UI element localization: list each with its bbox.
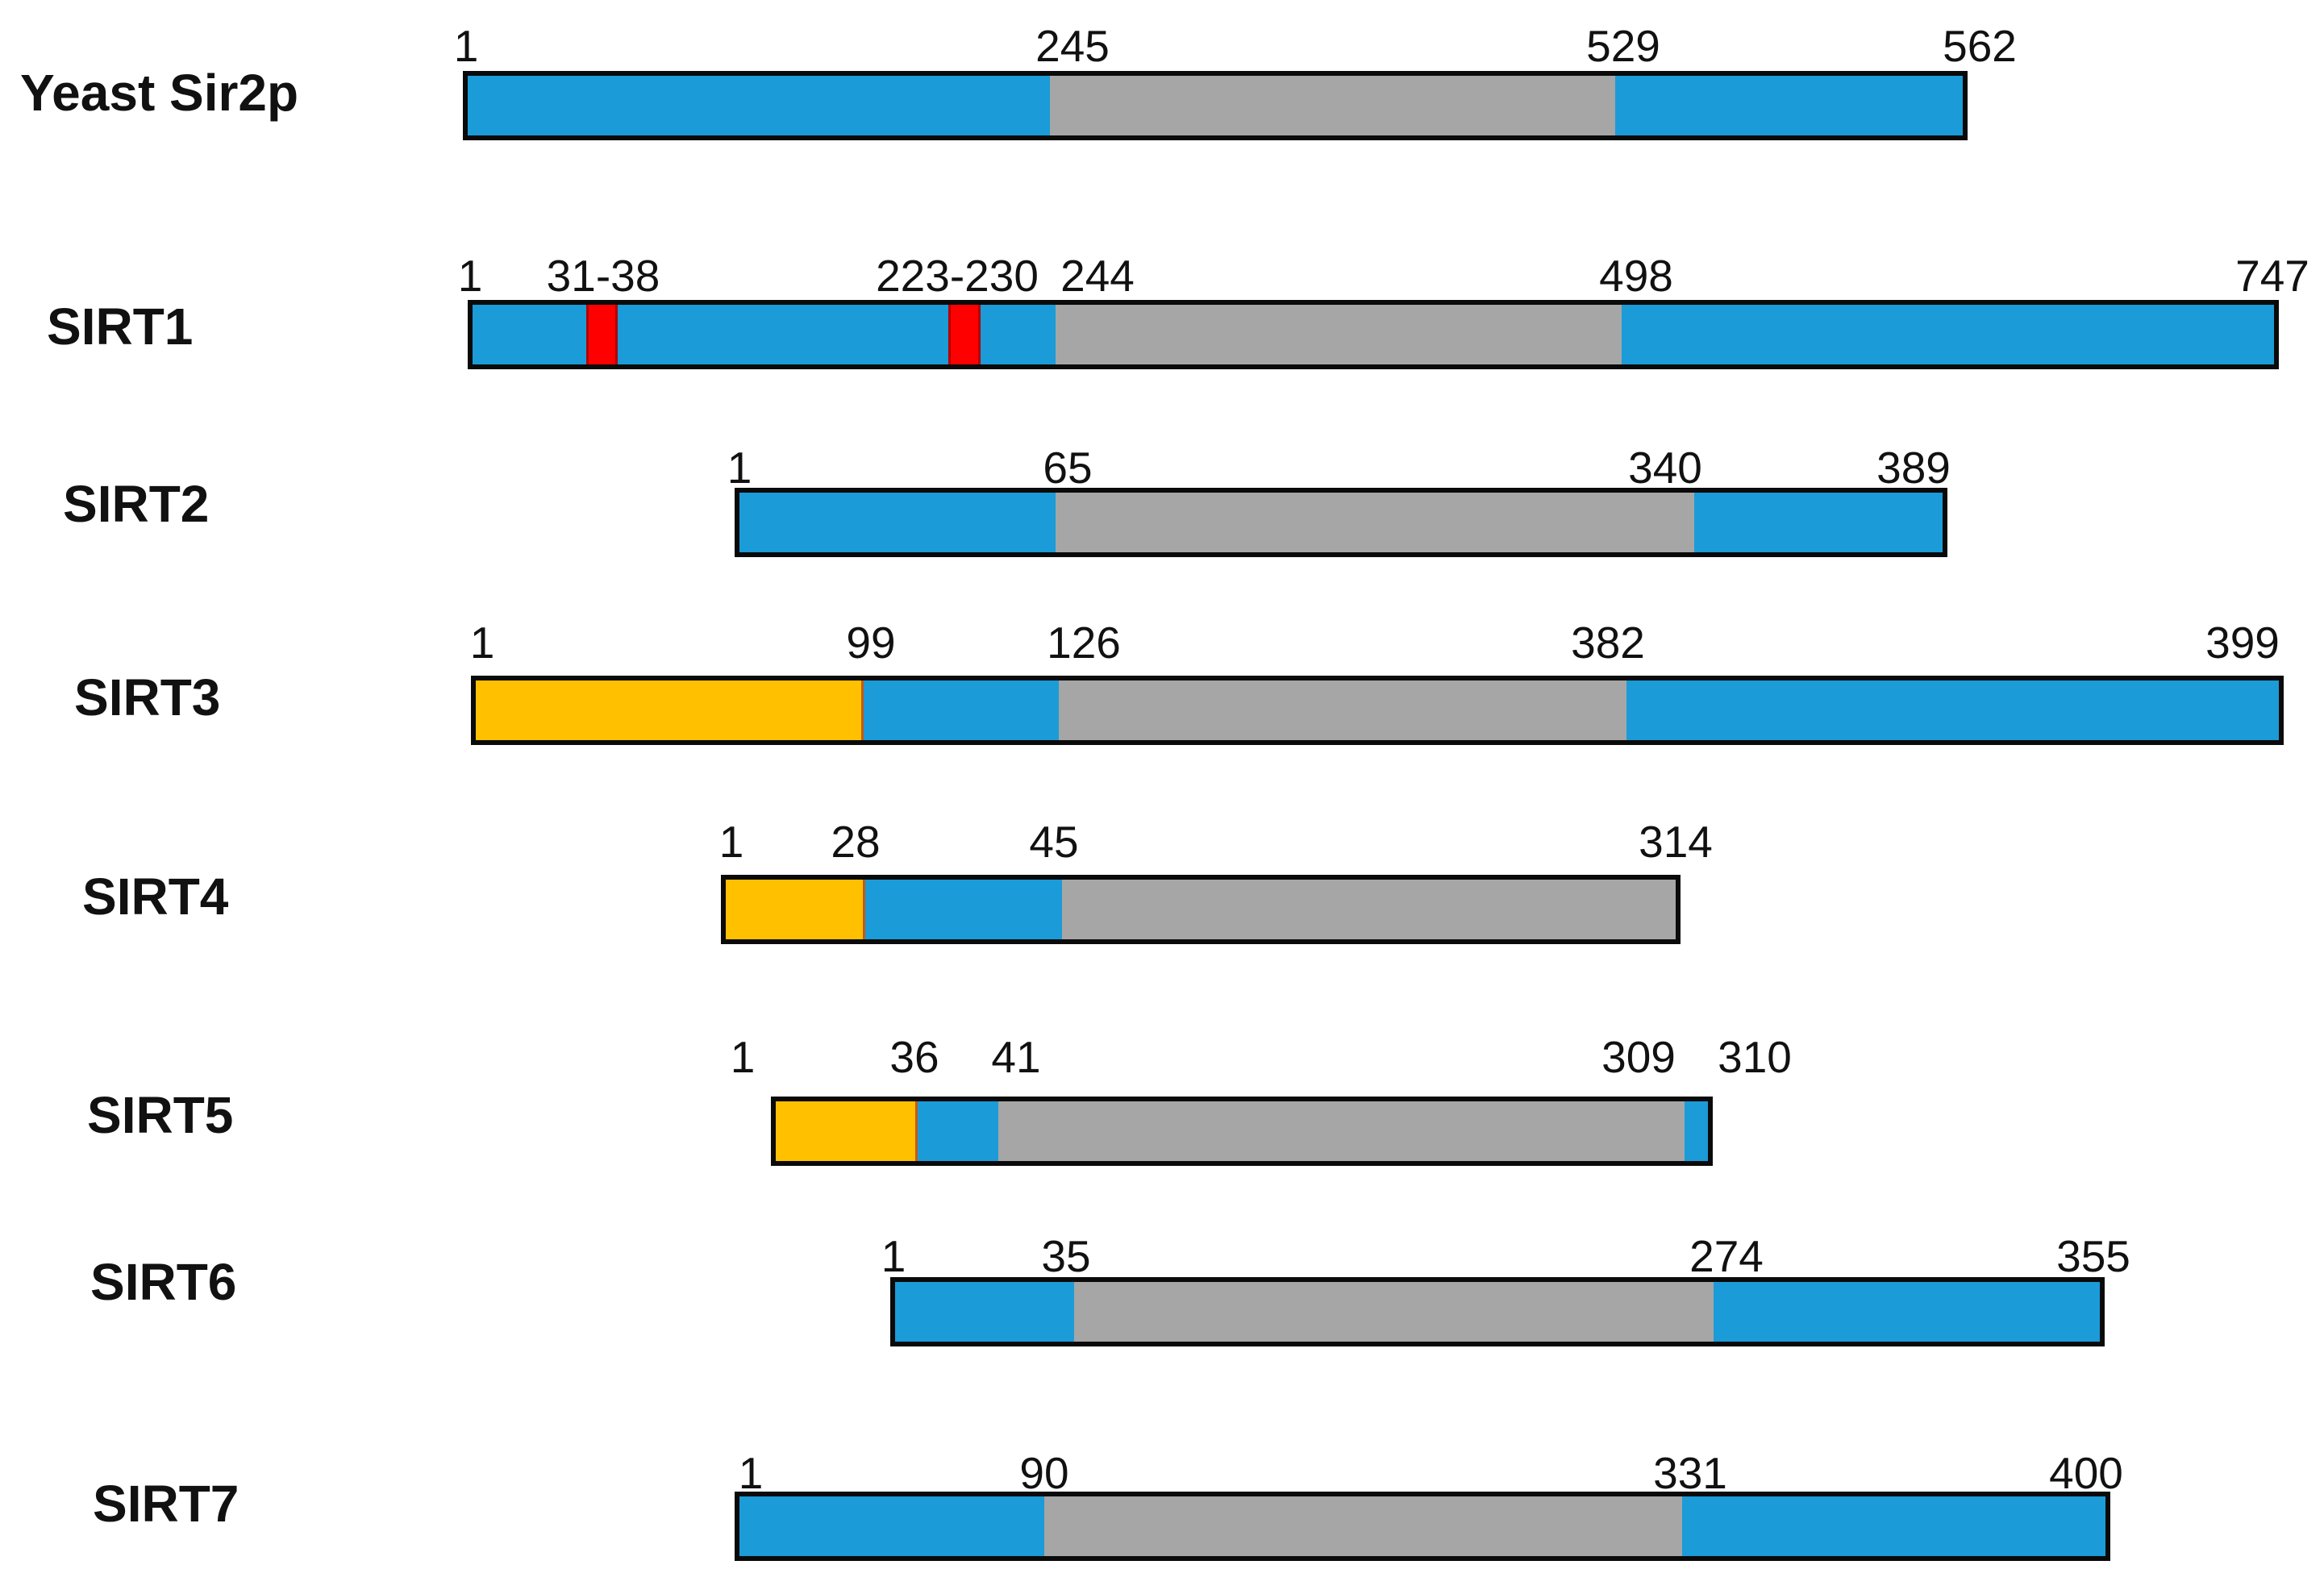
protein-name: SIRT4 bbox=[82, 868, 229, 926]
blue-domain-segment bbox=[918, 1097, 998, 1166]
blue-domain-segment bbox=[1694, 488, 1947, 557]
yellow-domain-segment bbox=[471, 676, 864, 745]
position-label: 314 bbox=[1639, 817, 1713, 867]
yellow-domain-segment bbox=[771, 1097, 918, 1166]
blue-domain-segment bbox=[463, 71, 1050, 140]
position-label: 36 bbox=[889, 1032, 939, 1082]
blue-domain-segment bbox=[1626, 676, 2284, 745]
protein-name: SIRT1 bbox=[47, 298, 194, 356]
position-label: 90 bbox=[1019, 1448, 1069, 1498]
blue-domain-segment bbox=[1615, 71, 1968, 140]
position-label: 399 bbox=[2205, 618, 2280, 668]
position-label: 331 bbox=[1653, 1448, 1727, 1498]
blue-domain-segment bbox=[864, 676, 1059, 745]
gray-domain-segment bbox=[1059, 676, 1626, 745]
red-motif-segment bbox=[948, 303, 981, 366]
position-label: 31-38 bbox=[546, 251, 660, 301]
protein-name: SIRT6 bbox=[90, 1253, 237, 1311]
gray-domain-segment bbox=[1056, 488, 1694, 557]
protein-name: Yeast Sir2p bbox=[20, 64, 299, 122]
protein-name: SIRT7 bbox=[93, 1475, 239, 1533]
position-label: 498 bbox=[1599, 251, 1673, 301]
gray-domain-segment bbox=[1062, 875, 1681, 944]
protein-row-sirt5: SIRT5 1 36 41 309 310 bbox=[0, 0, 2324, 1166]
position-label: 1 bbox=[881, 1231, 906, 1281]
position-label: 1 bbox=[727, 443, 752, 493]
gray-domain-segment bbox=[1050, 71, 1615, 140]
position-label: 245 bbox=[1035, 21, 1110, 71]
position-label: 562 bbox=[1943, 21, 2017, 71]
blue-domain-segment bbox=[1685, 1097, 1713, 1166]
position-label: 1 bbox=[730, 1032, 756, 1082]
protein-name: SIRT3 bbox=[74, 668, 221, 726]
position-label: 1 bbox=[457, 251, 483, 301]
blue-domain-segment bbox=[735, 1492, 1044, 1561]
position-label: 529 bbox=[1586, 21, 1660, 71]
position-label: 223-230 bbox=[876, 251, 1039, 301]
yellow-domain-segment bbox=[721, 875, 865, 944]
position-label: 28 bbox=[831, 817, 881, 867]
position-label: 747 bbox=[2235, 251, 2309, 301]
gray-domain-segment bbox=[1056, 300, 1622, 369]
gray-domain-segment bbox=[998, 1097, 1685, 1166]
position-label: 35 bbox=[1041, 1231, 1091, 1281]
gray-domain-segment bbox=[1044, 1492, 1682, 1561]
blue-domain-segment bbox=[735, 488, 1056, 557]
position-label: 65 bbox=[1043, 443, 1093, 493]
position-label: 340 bbox=[1628, 443, 1702, 493]
blue-domain-segment bbox=[865, 875, 1062, 944]
position-label: 1 bbox=[718, 817, 744, 867]
position-label: 1 bbox=[738, 1448, 764, 1498]
blue-domain-segment bbox=[1622, 300, 2279, 369]
position-label: 45 bbox=[1029, 817, 1079, 867]
position-label: 244 bbox=[1060, 251, 1135, 301]
position-label: 126 bbox=[1047, 618, 1121, 668]
red-motif-segment bbox=[586, 303, 618, 366]
position-label: 99 bbox=[846, 618, 896, 668]
protein-name: SIRT5 bbox=[87, 1086, 234, 1144]
protein-name: SIRT2 bbox=[63, 475, 210, 533]
blue-domain-segment bbox=[1714, 1277, 2105, 1346]
position-label: 1 bbox=[469, 618, 495, 668]
position-label: 382 bbox=[1571, 618, 1645, 668]
protein-row-sirt7: SIRT7 1 90 331 400 bbox=[0, 0, 2324, 1561]
position-label: 389 bbox=[1876, 443, 1951, 493]
position-label: 274 bbox=[1689, 1231, 1764, 1281]
position-label: 41 bbox=[991, 1032, 1041, 1082]
blue-domain-segment bbox=[890, 1277, 1074, 1346]
blue-domain-segment bbox=[1682, 1492, 2110, 1561]
position-label: 1 bbox=[453, 21, 479, 71]
position-label: 355 bbox=[2056, 1231, 2130, 1281]
position-label: 309 bbox=[1601, 1032, 1676, 1082]
gray-domain-segment bbox=[1074, 1277, 1714, 1346]
position-label: 310 bbox=[1718, 1032, 1792, 1082]
position-label: 400 bbox=[2049, 1448, 2123, 1498]
